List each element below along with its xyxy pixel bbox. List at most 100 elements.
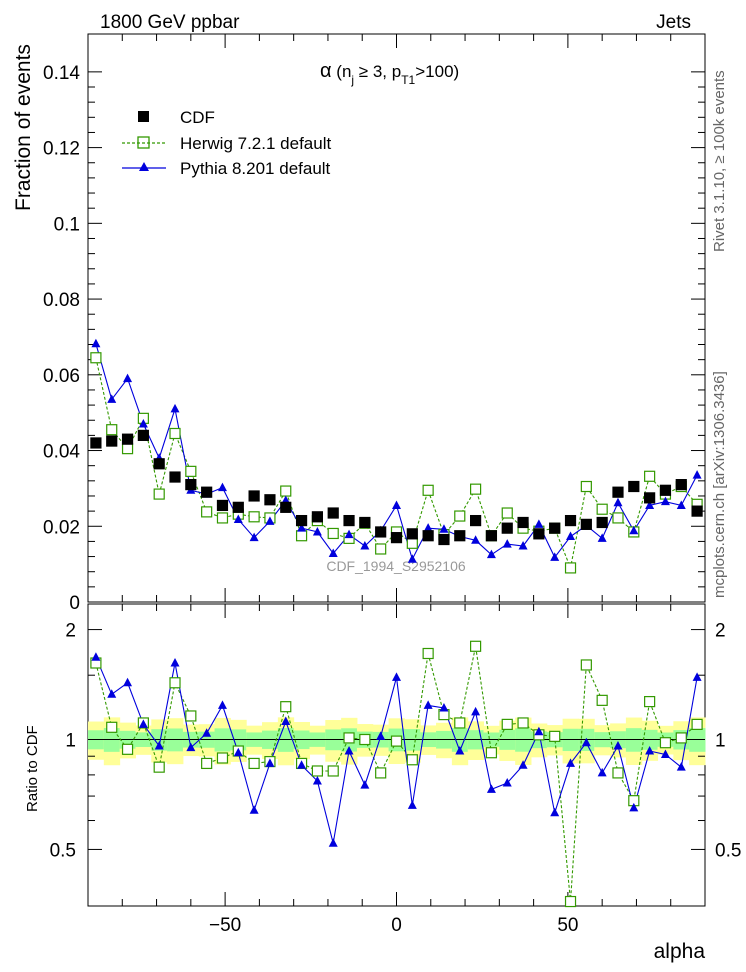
herwig-ratio-point xyxy=(612,767,624,779)
pythia-point xyxy=(170,403,180,413)
pythia-point xyxy=(107,394,117,403)
pythia-ratio-point xyxy=(202,728,212,737)
legend-herwig-marker xyxy=(137,136,150,149)
ratio-y-tick-label: 2 xyxy=(65,621,76,642)
cdf-point xyxy=(375,526,387,538)
pythia-point xyxy=(518,540,528,550)
herwig-point xyxy=(596,503,608,515)
legend: CDF Herwig 7.2.1 default Pythia 8.201 de… xyxy=(122,108,331,178)
pythia-ratio-point xyxy=(392,672,401,681)
pythia-ratio-point xyxy=(423,700,433,709)
herwig-ratio-point xyxy=(390,735,403,747)
pythia-point xyxy=(645,500,655,509)
pythia-ratio-point xyxy=(344,746,354,755)
cdf-point xyxy=(675,479,687,491)
pythia-point xyxy=(423,523,433,532)
pythia-point xyxy=(392,500,401,509)
cdf-point xyxy=(90,437,102,449)
chart-title: α (nj ≥ 3, pT1>100) xyxy=(320,60,459,87)
cdf-point xyxy=(280,501,292,513)
cdf-point xyxy=(169,471,181,483)
main-y-tick-label: 0.02 xyxy=(43,517,80,538)
cdf-point xyxy=(517,516,529,529)
cdf-point xyxy=(311,511,323,523)
pythia-point xyxy=(566,531,576,540)
herwig-ratio-point xyxy=(311,765,323,777)
pythia-ratio-point xyxy=(249,805,259,814)
pythia-ratio-point xyxy=(439,702,449,712)
herwig-ratio-line xyxy=(95,646,698,902)
herwig-ratio-point xyxy=(248,757,260,770)
ratio-y-tick-label: 1 xyxy=(65,731,76,752)
herwig-ratio-point xyxy=(422,647,434,660)
pythia-ratio-point xyxy=(534,726,544,736)
herwig-ratio-point xyxy=(580,659,592,671)
herwig-ratio-point xyxy=(121,743,134,755)
pythia-ratio-point xyxy=(312,775,322,785)
herwig-ratio-point xyxy=(454,717,466,729)
pythia-point xyxy=(91,338,101,348)
cdf-point xyxy=(501,522,513,534)
herwig-ratio-point xyxy=(549,730,561,742)
pythia-point xyxy=(328,548,338,558)
pythia-ratio-point xyxy=(407,800,417,809)
pythia-ratio-point xyxy=(360,780,370,789)
cdf-point xyxy=(644,492,656,504)
main-y-tick-label: 0.06 xyxy=(43,366,80,387)
pythia-point xyxy=(138,419,148,428)
title-geq: ≥ 3, p xyxy=(354,62,401,81)
pythia-ratio-point xyxy=(676,762,686,771)
herwig-ratio-point xyxy=(169,677,181,689)
pythia-point xyxy=(439,524,449,533)
cdf-point xyxy=(137,429,149,441)
pythia-ratio-point xyxy=(186,742,196,752)
herwig-point xyxy=(201,506,213,518)
pythia-point xyxy=(692,470,702,479)
legend-cdf-label: CDF xyxy=(180,108,215,127)
ratio-y-label: Ratio to CDF xyxy=(24,725,41,812)
pythia-point xyxy=(407,554,417,563)
pythia-ratio-point xyxy=(692,672,702,681)
pythia-point xyxy=(597,533,607,542)
cdf-point xyxy=(216,499,229,512)
pythia-point xyxy=(312,526,322,536)
cdf-point xyxy=(201,486,213,498)
cdf-point xyxy=(628,480,640,493)
pythia-ratio-point xyxy=(154,740,164,750)
title-sub-j: j xyxy=(350,73,354,87)
herwig-ratio-point xyxy=(659,737,672,749)
pythia-ratio-point xyxy=(629,802,639,812)
pythia-ratio-point xyxy=(107,689,117,698)
pythia-ratio-point xyxy=(597,767,607,777)
main-y-tick-label: 0.08 xyxy=(43,290,80,311)
cdf-point xyxy=(185,479,197,491)
pythia-ratio-point xyxy=(645,746,655,755)
herwig-ratio-point xyxy=(675,732,687,744)
cdf-point xyxy=(106,435,118,447)
herwig-ratio-point xyxy=(185,710,197,722)
pythia-point xyxy=(486,549,496,559)
ratio-x-tick-label: 0 xyxy=(391,915,402,936)
herwig-point xyxy=(185,465,197,477)
cdf-point xyxy=(406,528,418,540)
cdf-point xyxy=(295,514,308,527)
pythia-ratio-point xyxy=(486,784,496,793)
pythia-point xyxy=(502,539,512,548)
pythia-ratio-point xyxy=(123,677,133,687)
x-axis-label: alpha xyxy=(654,940,706,963)
header-right: Jets xyxy=(656,12,691,33)
herwig-ratio-point xyxy=(153,761,165,773)
cdf-point xyxy=(121,433,134,445)
herwig-line xyxy=(95,357,698,570)
herwig-ratio-point xyxy=(564,895,577,908)
herwig-ratio-point xyxy=(216,752,229,764)
pythia-ratio-point xyxy=(518,760,528,769)
herwig-ratio-point xyxy=(280,701,292,713)
main-y-tick-label: 0.14 xyxy=(43,63,80,84)
pythia-point xyxy=(613,497,623,507)
cdf-point xyxy=(153,458,165,470)
main-y-tick-label: 0 xyxy=(69,593,80,614)
herwig-ratio-point xyxy=(359,733,371,746)
pythia-ratio-point xyxy=(566,758,576,767)
pythia-point xyxy=(629,525,639,535)
